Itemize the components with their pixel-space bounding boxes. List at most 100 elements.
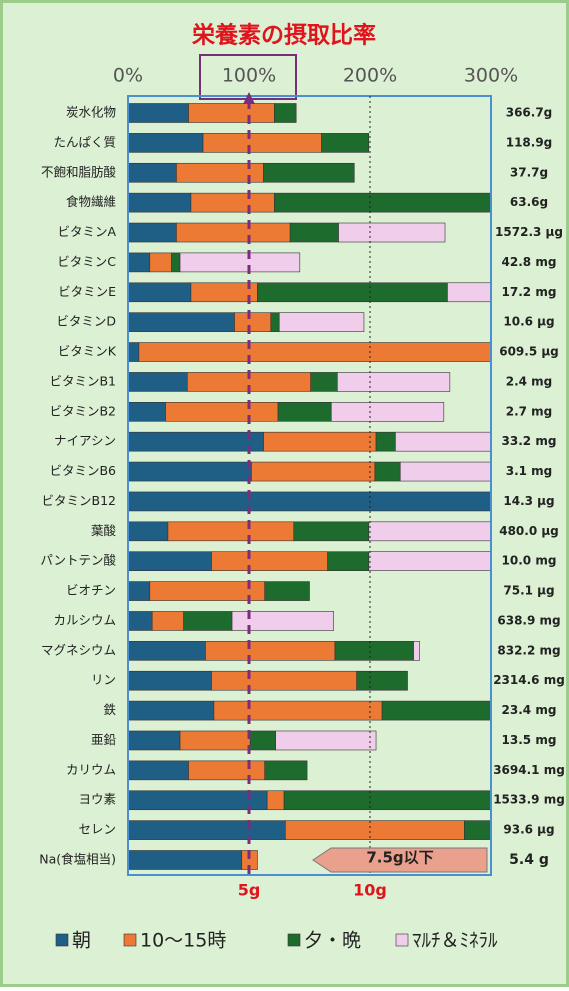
bar-segment	[278, 312, 365, 332]
category-label: ビタミンC	[57, 254, 116, 269]
legend-swatch	[55, 933, 69, 947]
amount-label: 63.6g	[510, 195, 548, 209]
amount-label: 14.3 μg	[503, 494, 554, 508]
bar-segment	[179, 730, 251, 751]
bar-segment	[264, 760, 308, 781]
category-label: マグネシウム	[41, 642, 116, 657]
amount-label: 5.4 g	[509, 852, 549, 868]
category-label: ビタミンA	[57, 224, 116, 239]
category-label: ナイアシン	[54, 433, 116, 448]
bar-segment	[264, 581, 310, 601]
bar-segment	[151, 611, 184, 631]
category-label: パントテン酸	[40, 553, 116, 568]
bar-segment	[128, 670, 212, 691]
bar-segment	[190, 192, 275, 213]
bar-segment	[188, 760, 266, 781]
arrow-head	[243, 92, 255, 104]
amount-label: 1533.9 mg	[493, 793, 565, 807]
bar-segment	[277, 401, 332, 422]
bar-segment	[263, 162, 355, 183]
bar-segment	[128, 162, 177, 183]
category-label: ビタミンB2	[49, 403, 116, 418]
bar-segment	[128, 401, 166, 422]
bar-segment	[234, 312, 272, 332]
amount-label: 2314.6 mg	[493, 673, 565, 687]
annotation: 7.5g以下	[366, 849, 433, 867]
bar-segment	[128, 342, 140, 362]
bar-segment	[381, 700, 491, 721]
bar-segment	[176, 222, 291, 243]
bar-segment	[337, 372, 451, 392]
bar-segment	[274, 103, 297, 123]
amount-label: 2.4 mg	[506, 374, 553, 388]
bar-segment	[128, 133, 204, 153]
bar-segment	[128, 790, 268, 811]
legend-swatch	[287, 933, 301, 947]
bar-segment	[138, 342, 491, 362]
bar-segment	[165, 401, 279, 422]
na-tick-label: 10g	[353, 881, 387, 900]
amount-label: 17.2 mg	[502, 285, 557, 299]
bar-segment	[128, 700, 215, 721]
bar-segment	[231, 611, 334, 631]
bar-segment	[128, 760, 189, 781]
x-tick-label: 100%	[222, 65, 276, 87]
bar-segment	[128, 521, 169, 542]
amount-label: 1572.3 μg	[495, 225, 563, 239]
bar-segment	[128, 820, 286, 840]
bar-segment	[283, 790, 491, 811]
bar-segment	[128, 850, 243, 870]
category-label: ビタミンK	[58, 344, 117, 359]
bar-segment	[289, 222, 339, 243]
amount-label: 609.5 μg	[499, 345, 559, 359]
amount-label: 33.2 mg	[502, 434, 557, 448]
legend-swatch	[123, 933, 137, 947]
bar-segment	[368, 521, 491, 542]
bar-segment	[211, 670, 357, 691]
bar-segment	[205, 641, 336, 661]
bar-segment	[202, 133, 322, 153]
category-label: たんぱく質	[53, 134, 116, 149]
category-label: 鉄	[103, 702, 116, 717]
bar-segment	[270, 312, 280, 332]
amount-label: 37.7g	[510, 165, 548, 179]
bar-segment	[413, 641, 420, 661]
amount-label: 23.4 mg	[502, 703, 557, 717]
bar-segment	[128, 491, 491, 512]
category-label: ビオチン	[66, 583, 116, 598]
plot-frame	[127, 95, 492, 876]
bar-segment	[167, 521, 295, 542]
category-label: 不飽和脂肪酸	[41, 164, 117, 179]
bar-segment	[249, 730, 276, 751]
bar-segment	[128, 312, 235, 332]
category-label: ビタミンB12	[42, 493, 116, 508]
category-label: 亜鉛	[91, 732, 117, 747]
amount-label: 10.0 mg	[502, 554, 557, 568]
category-label: リン	[91, 672, 116, 687]
amount-label: 832.2 mg	[497, 643, 560, 657]
bar-segment	[149, 581, 266, 601]
legend-label: 朝	[72, 930, 91, 952]
category-label: Na(食塩相当)	[39, 852, 116, 867]
category-label: ビタミンD	[56, 314, 116, 329]
bar-segment	[293, 521, 370, 542]
amount-label: 10.6 μg	[503, 315, 554, 329]
bar-segment	[128, 103, 189, 123]
amount-label: 366.7g	[506, 106, 553, 120]
category-label: カルシウム	[53, 612, 116, 627]
bar-segment	[171, 252, 181, 273]
category-label: ビタミンB1	[49, 373, 116, 388]
bar-segment	[128, 461, 252, 482]
amount-label: 118.9g	[506, 135, 553, 149]
bar-segment	[128, 282, 192, 303]
category-label: セレン	[78, 822, 116, 837]
bar-segment	[330, 401, 445, 422]
bar-segment	[284, 820, 465, 840]
bar-segment	[447, 282, 491, 303]
bar-segment	[128, 611, 153, 631]
amount-label: 42.8 mg	[502, 255, 557, 269]
bar-segment	[128, 730, 181, 751]
bar-segment	[149, 252, 172, 273]
bar-segment	[128, 581, 151, 601]
category-label: ビタミンE	[58, 284, 116, 299]
